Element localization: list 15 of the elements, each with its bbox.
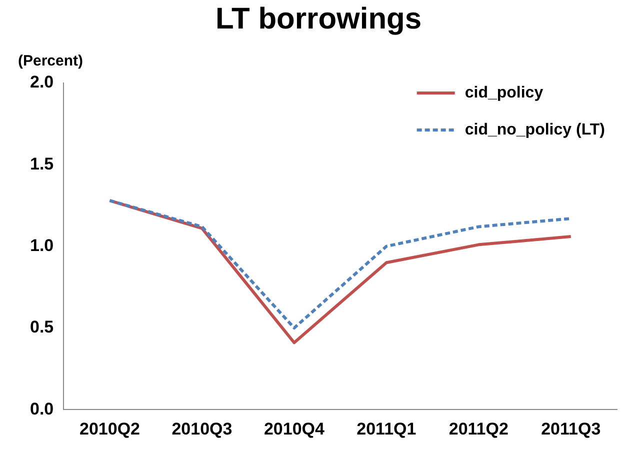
x-tick-label: 2010Q3 — [172, 419, 232, 438]
y-tick-label: 1.0 — [30, 236, 54, 255]
y-tick-label: 0.5 — [30, 318, 54, 337]
y-tick-label: 1.5 — [30, 154, 54, 174]
x-tick-label: 2011Q1 — [356, 419, 416, 438]
x-tick-label: 2011Q2 — [448, 419, 508, 438]
legend-label: cid_no_policy (LT) — [464, 121, 605, 138]
y-tick-label: 0.0 — [30, 399, 54, 418]
x-tick-label: 2010Q4 — [264, 419, 325, 438]
y-axis-title: (Percent) — [18, 52, 84, 70]
chart-title: LT borrowings — [215, 2, 422, 36]
y-tick-label: 2.0 — [30, 72, 54, 92]
legend-label: cid_policy — [464, 84, 544, 102]
x-tick-label: 2011Q3 — [541, 419, 601, 438]
x-tick-label: 2010Q2 — [79, 419, 140, 438]
